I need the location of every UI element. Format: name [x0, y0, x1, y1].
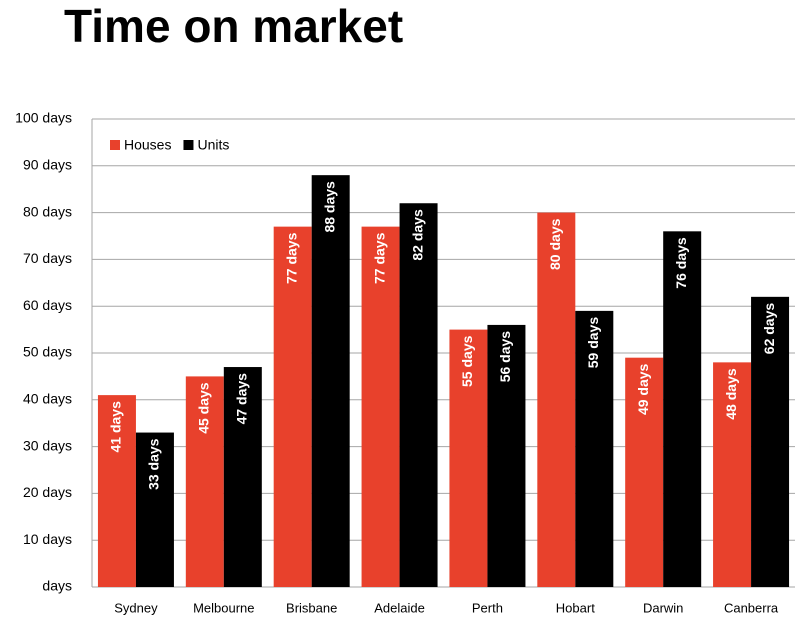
value-label: 62 days	[761, 303, 777, 355]
y-tick-label: 50 days	[23, 344, 72, 360]
bar	[185, 376, 224, 587]
y-tick-label: 80 days	[23, 203, 72, 219]
y-tick-label: 30 days	[23, 437, 72, 453]
y-tick-label: 10 days	[23, 531, 72, 547]
value-label: 49 days	[635, 363, 651, 415]
value-label: 77 days	[371, 232, 387, 284]
x-tick-label: Sydney	[114, 600, 158, 615]
bar	[135, 432, 174, 587]
x-tick-label: Canberra	[724, 600, 779, 615]
value-label: 80 days	[547, 218, 563, 270]
value-label: 41 days	[108, 401, 124, 453]
x-tick-label: Melbourne	[193, 600, 254, 615]
y-tick-label: days	[42, 578, 72, 594]
x-tick-label: Darwin	[643, 600, 683, 615]
value-label: 77 days	[283, 232, 299, 284]
legend-label: Units	[197, 137, 229, 153]
x-tick-label: Adelaide	[374, 600, 425, 615]
y-tick-label: 40 days	[23, 391, 72, 407]
bar	[361, 226, 400, 587]
y-tick-label: 90 days	[23, 157, 72, 173]
bar	[399, 203, 438, 588]
legend-swatch	[110, 140, 120, 150]
y-tick-label: 60 days	[23, 297, 72, 313]
value-label: 88 days	[321, 181, 337, 233]
value-label: 55 days	[459, 335, 475, 387]
legend-label: Houses	[124, 137, 171, 153]
value-label: 48 days	[723, 368, 739, 420]
y-tick-label: 100 days	[15, 110, 72, 126]
chart-title: Time on market	[64, 0, 403, 52]
y-tick-label: 20 days	[23, 484, 72, 500]
bar	[575, 310, 614, 587]
value-label: 82 days	[409, 209, 425, 261]
bar	[273, 226, 312, 587]
bar	[311, 175, 350, 587]
value-label: 56 days	[497, 331, 513, 383]
value-label: 59 days	[585, 317, 601, 369]
x-tick-label: Brisbane	[286, 600, 337, 615]
bar	[751, 296, 790, 587]
bar	[537, 212, 576, 587]
bar	[625, 357, 664, 587]
x-tick-label: Perth	[472, 600, 503, 615]
bar	[223, 367, 262, 587]
value-label: 76 days	[673, 237, 689, 289]
y-tick-label: 70 days	[23, 250, 72, 266]
legend-swatch	[183, 140, 194, 150]
bar	[663, 231, 702, 587]
value-label: 33 days	[146, 438, 162, 490]
x-tick-label: Hobart	[556, 600, 595, 615]
bar	[713, 362, 752, 587]
bar	[449, 329, 488, 587]
value-label: 45 days	[196, 382, 212, 434]
bar	[97, 395, 136, 587]
value-label: 47 days	[234, 373, 250, 425]
bar	[487, 324, 526, 587]
